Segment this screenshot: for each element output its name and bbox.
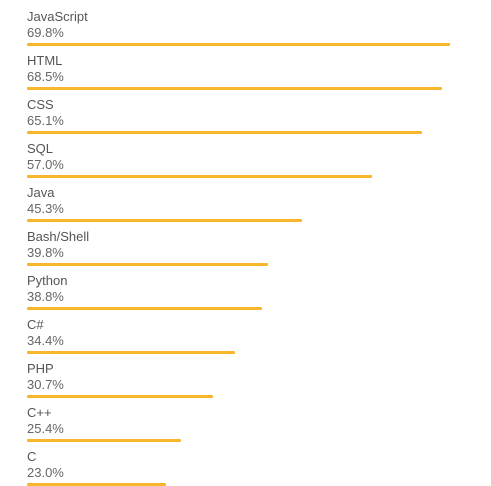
bar-category-label: JavaScript [27, 9, 88, 24]
bar-value-label: 25.4% [27, 421, 64, 436]
bar [27, 307, 262, 310]
bar-category-label: C++ [27, 405, 52, 420]
bar [27, 175, 372, 178]
bar-category-label: Bash/Shell [27, 229, 90, 244]
bar-value-label: 45.3% [27, 201, 64, 216]
bar-category-label: Python [27, 273, 68, 288]
bar [27, 87, 442, 90]
bar-category-label: C# [27, 317, 44, 332]
bar-category-label: CSS [27, 97, 54, 112]
bar-value-label: 34.4% [27, 333, 64, 348]
bar-category-label: C [27, 449, 37, 464]
bar-value-label: 68.5% [27, 69, 64, 84]
bar-value-label: 65.1% [27, 113, 64, 128]
bar [27, 131, 422, 134]
bar [27, 439, 181, 442]
bar-value-label: 23.0% [27, 465, 64, 480]
bar-value-label: 39.8% [27, 245, 64, 260]
bar-value-label: 69.8% [27, 25, 64, 40]
bar-category-label: SQL [27, 141, 54, 156]
bar-category-label: PHP [27, 361, 54, 376]
bar-value-label: 30.7% [27, 377, 64, 392]
bar [27, 395, 213, 398]
bar [27, 219, 302, 222]
bar [27, 351, 235, 354]
bar [27, 263, 268, 266]
bar [27, 43, 450, 46]
bar-value-label: 57.0% [27, 157, 64, 172]
bar-category-label: HTML [27, 53, 63, 68]
bar-value-label: 38.8% [27, 289, 64, 304]
bar-category-label: Java [27, 185, 55, 200]
